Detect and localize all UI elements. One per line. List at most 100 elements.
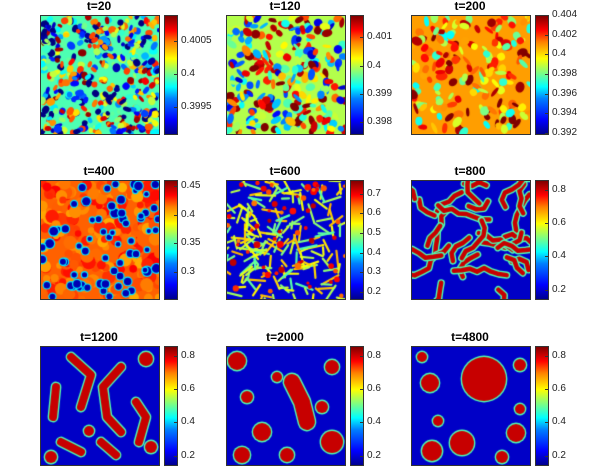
- heatmap-image: [412, 347, 530, 465]
- heatmap-field: [226, 180, 346, 300]
- heatmap-image: [41, 347, 159, 465]
- colorbar-tick-mark: [360, 292, 363, 294]
- colorbar-tick-mark: [545, 93, 548, 95]
- colorbar-tick-mark: [545, 256, 548, 258]
- heatmap-field: [226, 15, 346, 135]
- colorbar-tick-label: 0.8: [552, 349, 566, 361]
- colorbar-tick-label: 0.45: [181, 179, 201, 191]
- heatmap-image: [41, 181, 159, 299]
- heatmap-field: [411, 15, 531, 135]
- colorbar-tick-mark: [545, 455, 548, 457]
- colorbar: [164, 15, 178, 135]
- colorbar-tick-mark: [174, 355, 177, 357]
- panel-title: t=120: [269, 0, 301, 13]
- heatmap-field: [411, 180, 531, 300]
- colorbar-tick-label: 0.4: [367, 416, 381, 428]
- colorbar-tick-mark: [545, 355, 548, 357]
- colorbar-tick-label: 0.35: [181, 237, 201, 249]
- colorbar-tick-mark: [545, 289, 548, 291]
- colorbar-tick-mark: [174, 74, 177, 75]
- colorbar-tick-label: 0.6: [181, 383, 195, 395]
- colorbar-tick-label: 0.3: [367, 266, 381, 278]
- panel-title: t=400: [83, 164, 115, 178]
- colorbar-tick-label: 0.4: [181, 416, 195, 428]
- colorbar-tick-label: 0.4: [552, 416, 566, 428]
- colorbar-tick-mark: [174, 422, 177, 424]
- colorbar-tick-mark: [360, 252, 363, 254]
- heatmap-image: [412, 181, 530, 299]
- panel-title: t=800: [454, 164, 486, 178]
- colorbar-tick-label: 0.392: [552, 127, 578, 138]
- colorbar-tick-label: 0.4005: [181, 35, 212, 47]
- colorbar: [535, 15, 549, 135]
- colorbar-tick-mark: [174, 185, 177, 187]
- colorbar-tick-label: 0.4: [181, 68, 195, 79]
- colorbar-tick-label: 0.6: [552, 217, 566, 229]
- colorbar-tick-label: 0.399: [367, 87, 393, 99]
- colorbar-tick-mark: [174, 41, 177, 43]
- colorbar: [350, 15, 364, 135]
- colorbar-tick-mark: [360, 389, 363, 391]
- heatmap-image: [412, 16, 530, 134]
- colorbar-tick-label: 0.2: [367, 449, 381, 461]
- colorbar: [535, 180, 549, 300]
- colorbar-tick-label: 0.404: [552, 9, 578, 20]
- colorbar-tick-mark: [174, 455, 177, 457]
- colorbar-tick-mark: [545, 54, 548, 56]
- panel-title: t=1200: [80, 330, 118, 344]
- colorbar-tick-mark: [545, 113, 548, 115]
- colorbar-tick-label: 0.5: [367, 227, 381, 239]
- heatmap-field: [40, 180, 160, 300]
- colorbar-tick-label: 0.402: [552, 28, 578, 40]
- colorbar-tick-label: 0.7: [367, 187, 381, 199]
- colorbar-tick-mark: [174, 214, 177, 216]
- colorbar-tick-label: 0.4: [367, 246, 381, 258]
- colorbar: [350, 346, 364, 466]
- heatmap-image: [41, 16, 159, 134]
- panel-title: t=200: [454, 0, 486, 13]
- colorbar-tick-label: 0.401: [367, 31, 393, 43]
- colorbar-tick-label: 0.3: [181, 266, 195, 278]
- colorbar-tick-label: 0.8: [552, 183, 566, 195]
- colorbar-tick-mark: [360, 121, 363, 123]
- colorbar-tick-label: 0.4: [552, 250, 566, 262]
- colorbar-tick-label: 0.6: [552, 383, 566, 395]
- colorbar-tick-mark: [360, 233, 363, 235]
- colorbar-tick-label: 0.396: [552, 87, 578, 99]
- colorbar-tick-mark: [545, 422, 548, 424]
- colorbar-tick-mark: [545, 15, 548, 16]
- colorbar-tick-label: 0.8: [181, 349, 195, 361]
- colorbar-tick-mark: [174, 389, 177, 391]
- colorbar-tick-mark: [360, 193, 363, 195]
- colorbar-tick-mark: [174, 272, 177, 274]
- colorbar-tick-label: 0.398: [367, 115, 393, 127]
- panel-title: t=2000: [266, 330, 304, 344]
- colorbar-tick-mark: [360, 272, 363, 274]
- colorbar: [350, 180, 364, 300]
- panel-title: t=20: [86, 0, 112, 13]
- colorbar-tick-mark: [174, 106, 177, 108]
- colorbar-tick-mark: [360, 65, 363, 67]
- colorbar: [164, 180, 178, 300]
- colorbar-tick-mark: [360, 422, 363, 424]
- heatmap-field: [40, 15, 160, 135]
- colorbar-tick-label: 0.6: [367, 207, 381, 219]
- colorbar-tick-mark: [545, 74, 548, 75]
- colorbar-tick-label: 0.4: [552, 48, 566, 60]
- heatmap-field: [40, 346, 160, 466]
- heatmap-image: [227, 16, 345, 134]
- colorbar-tick-mark: [174, 243, 177, 245]
- colorbar-tick-mark: [545, 389, 548, 391]
- colorbar-tick-label: 0.2: [367, 286, 381, 298]
- colorbar: [535, 346, 549, 466]
- colorbar-tick-label: 0.8: [367, 349, 381, 361]
- colorbar-tick-mark: [545, 223, 548, 225]
- colorbar-tick-label: 0.2: [552, 449, 566, 461]
- colorbar-tick-label: 0.6: [367, 383, 381, 395]
- colorbar-tick-label: 0.4: [181, 208, 195, 220]
- colorbar-tick-mark: [360, 37, 363, 39]
- heatmap-image: [227, 347, 345, 465]
- heatmap-field: [411, 346, 531, 466]
- colorbar-tick-mark: [360, 93, 363, 95]
